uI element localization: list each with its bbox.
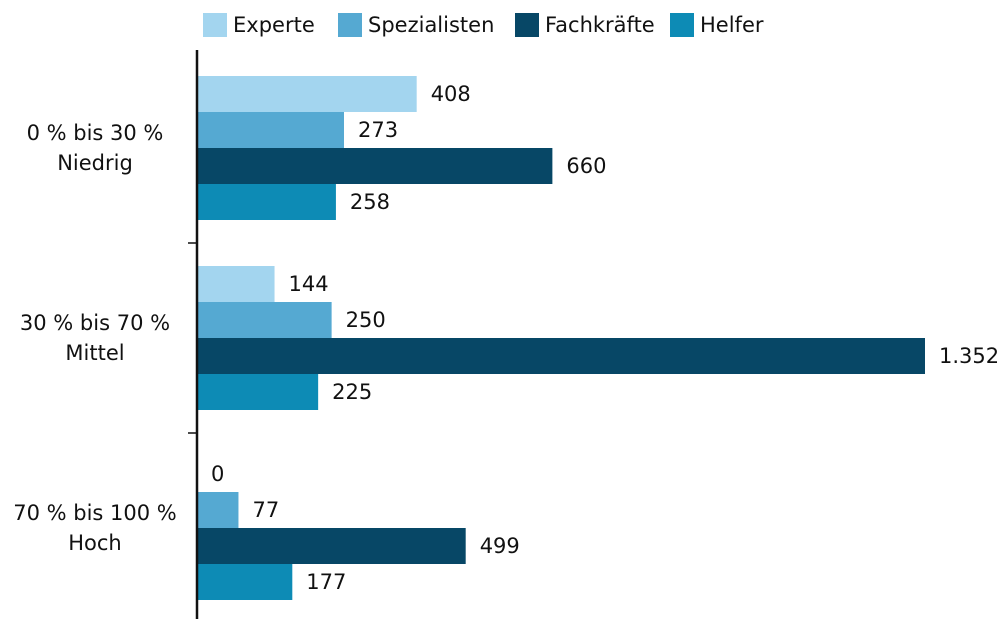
legend-swatch	[515, 13, 539, 37]
value-label: 144	[289, 272, 329, 296]
bar	[197, 112, 344, 148]
value-label: 408	[431, 82, 471, 106]
legend-label: Spezialisten	[368, 13, 494, 37]
bar	[197, 528, 466, 564]
legend-label: Helfer	[700, 13, 764, 37]
category-label: 0 % bis 30 %	[27, 121, 164, 145]
category-label: 70 % bis 100 %	[13, 501, 177, 525]
value-label: 0	[211, 462, 224, 486]
bar	[197, 184, 336, 220]
bar	[197, 338, 925, 374]
value-label: 258	[350, 190, 390, 214]
value-label: 499	[480, 534, 520, 558]
bar	[197, 148, 553, 184]
value-label: 225	[332, 380, 372, 404]
value-label: 1.352	[939, 344, 999, 368]
legend-swatch	[203, 13, 227, 37]
value-label: 660	[566, 154, 606, 178]
legend-swatch	[338, 13, 362, 37]
bar	[197, 564, 293, 600]
bar	[197, 492, 239, 528]
legend-swatch	[670, 13, 694, 37]
legend-label: Fachkräfte	[545, 13, 655, 37]
bar	[197, 266, 275, 302]
category-label: Niedrig	[57, 151, 133, 175]
bar	[197, 302, 332, 338]
value-label: 77	[252, 498, 279, 522]
category-label: Mittel	[65, 341, 124, 365]
bar	[197, 76, 417, 112]
bar	[197, 374, 319, 410]
category-label: 30 % bis 70 %	[20, 311, 170, 335]
value-label: 273	[358, 118, 398, 142]
legend-label: Experte	[233, 13, 315, 37]
value-label: 177	[306, 570, 346, 594]
category-label: Hoch	[68, 531, 122, 555]
value-label: 250	[346, 308, 386, 332]
